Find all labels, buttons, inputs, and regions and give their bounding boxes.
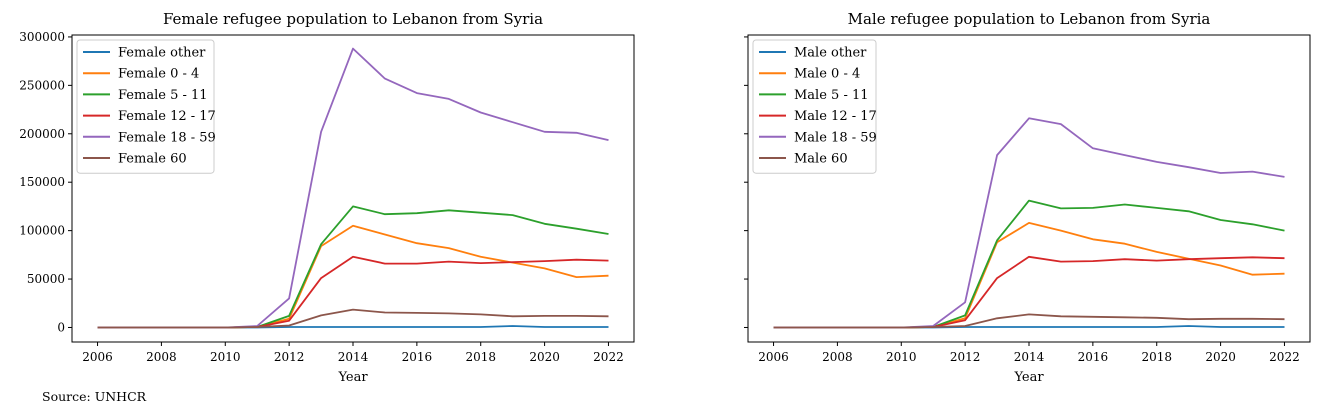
chart-title: Male refugee population to Lebanon from … [848,10,1211,28]
x-tick-label: 2018 [1141,350,1172,364]
series-line-6 [97,308,609,329]
x-tick-label: 2014 [338,350,369,364]
chart-panel-1: Female refugee population to Lebanon fro… [19,10,635,385]
y-tick-label: 250000 [19,78,65,92]
x-tick-label: 2006 [82,350,113,364]
series-line-2 [97,224,609,329]
legend-box [76,39,215,174]
series-line-2 [773,221,1285,329]
legend-entry: Male other [794,46,867,61]
chart-title: Female refugee population to Lebanon fro… [163,10,543,28]
series-line-3 [773,199,1285,329]
x-tick-label: 2008 [146,350,177,364]
x-axis-label: Year [337,370,368,385]
legend-entry: Female 0 - 4 [118,67,199,82]
legend-entry: Male 5 - 11 [794,88,869,103]
y-tick-label: 50000 [27,272,65,286]
x-tick-label: 2020 [1205,350,1236,364]
legend: Male other Male 0 - 4 Male 5 - 11 Male 12 -… [752,39,877,174]
x-tick-label: 2016 [1078,350,1109,364]
legend-entry: Male 60 [794,152,848,167]
x-tick-label: 2010 [210,350,241,364]
chart-panel-2: Male refugee population to Lebanon from … [744,10,1311,385]
x-axis-label: Year [1013,370,1044,385]
legend-entry: Female 60 [118,152,187,167]
x-tick-label: 2020 [529,350,560,364]
x-tick-label: 2018 [465,350,496,364]
x-tick-label: 2022 [1269,350,1300,364]
legend-entry: Male 12 - 17 [794,109,877,124]
source-note: Source: UNHCR [42,389,147,404]
legend-entry: Female 5 - 11 [118,88,208,103]
y-tick-label: 300000 [19,30,65,44]
x-tick-label: 2022 [593,350,624,364]
legend-entry: Male 0 - 4 [794,67,860,82]
series-line-6 [773,313,1285,329]
legend-entry: Female 12 - 17 [118,109,216,124]
y-tick-label: 100000 [19,224,65,238]
y-tick-label: 200000 [19,127,65,141]
x-tick-label: 2008 [822,350,853,364]
x-tick-label: 2012 [274,350,305,364]
legend-entry: Female other [118,46,206,61]
legend-entry: Male 18 - 59 [794,130,877,145]
legend-entry: Female 18 - 59 [118,130,216,145]
x-tick-label: 2012 [950,350,981,364]
x-tick-label: 2006 [758,350,789,364]
y-tick-label: 150000 [19,175,65,189]
x-tick-label: 2016 [402,350,433,364]
series-line-4 [773,255,1285,329]
y-tick-label: 0 [57,320,65,334]
x-tick-label: 2014 [1014,350,1045,364]
legend: Female other Female 0 - 4 Female 5 - 11 Fem… [76,39,216,174]
x-tick-label: 2010 [886,350,917,364]
